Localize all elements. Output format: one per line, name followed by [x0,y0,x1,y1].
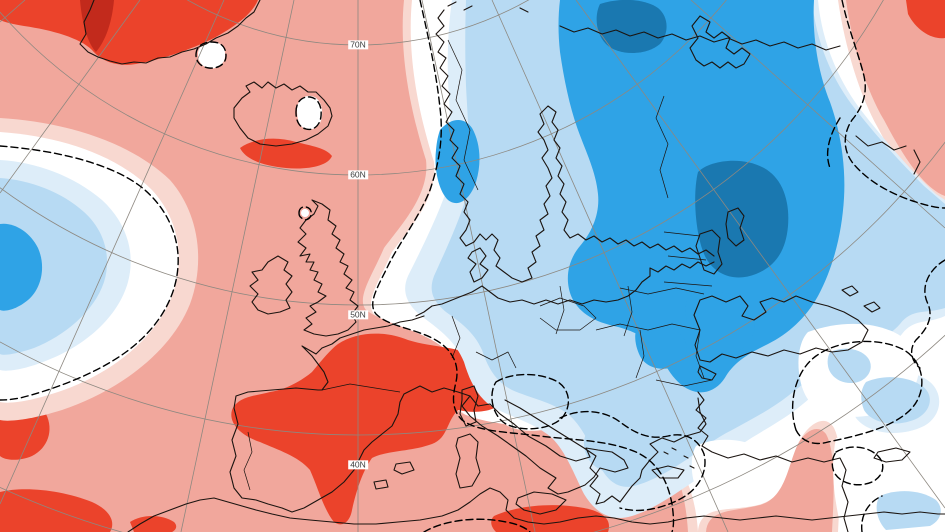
coast-crete [651,465,685,479]
red-top-right-corner [906,0,945,39]
border-norway-sweden [447,39,479,191]
meridian-e4 [690,0,945,229]
red-spain-france-alps [231,333,508,525]
border-germany-poland [555,285,565,335]
zero-balkans-loop [491,373,569,430]
zero-turkey-loop [791,340,923,445]
coast-corsica [459,385,479,427]
cool-dark-north [596,0,667,53]
border-rhine [451,315,461,359]
zero-ireland-speck [298,206,312,221]
coast-denmark [467,247,489,283]
coast-sardinia [455,433,481,489]
lat-label-40n: 40N [348,459,368,470]
meridian-e3 [575,0,945,509]
white-speck-ireland [301,209,309,217]
border-alps [475,351,517,369]
zero-main-west [372,0,675,532]
zero-right-edge [910,259,945,369]
white-oval-e-iceland [297,95,323,130]
lat-label-70n: 70N [348,39,368,50]
cool-accent-central-turkey [827,348,871,384]
coast-cyprus [873,447,911,463]
white-greece-south [691,439,777,508]
zero-northeast-inner [826,117,841,169]
white-oval-nw-iceland [198,41,226,69]
border-poland-east [623,285,633,337]
zero-aegean [559,410,706,512]
red-bottom-strip [491,505,609,532]
border-portugal [243,431,253,491]
zero-cyprus [831,446,884,486]
cool-light-accents [583,348,941,530]
meridian-w4 [0,0,26,23]
coastlines [79,0,945,532]
cool-medium-romania [635,325,687,369]
lakes-russia [841,285,881,313]
cool-medium-atlantic-core [0,223,43,311]
cool-medium-bothnia [435,119,480,204]
islands-aegean [663,447,695,469]
lat-label-50n: 50N [348,309,368,320]
border-czech [539,297,597,331]
zero-oval-e-iceland [295,96,322,131]
border-belarus-ukraine [619,287,705,295]
coast-adriatic-greece [504,397,707,505]
cool-accent-se-corner [876,491,941,530]
coast-north-africa [127,487,945,532]
warm-salmon-northeast [838,0,945,196]
cool-medium-blacksea [685,291,755,355]
coast-black-sea [693,295,869,363]
coast-white-sea [689,15,751,69]
islands-arctic [447,1,529,13]
coast-sicily [515,491,567,515]
border-bulgaria [655,379,713,387]
zero-northeast [841,0,945,209]
cool-dark-central-russia [695,160,789,278]
coast-ireland [249,255,293,315]
border-pyrenees [321,383,401,393]
cool-accent-aegean [583,423,648,474]
border-baltics [663,231,713,287]
coast-italy [461,395,629,495]
zero-bottom-arc [423,518,531,532]
cool-accent-ne-turkey [861,377,930,424]
warm-salmon-east-med [706,429,834,532]
coast-scandinavia [435,9,715,283]
warm-salmon-west [0,0,688,532]
zero-atlantic-loop [0,145,179,401]
coast-kola-barents [559,25,841,51]
lat-label-60n: 60N [348,169,368,180]
coast-greenland [79,0,261,65]
coast-baltic-south [415,261,715,317]
coast-france-iberia [229,315,471,513]
meridian-w2 [0,0,225,505]
red-greenland [0,0,258,65]
coast-mallorca [393,461,415,475]
zero-oval-nw-iceland [195,41,227,69]
meridian-w3 [0,0,141,194]
meridian-e2 [491,0,729,532]
cool-light-atlantic-pocket [0,178,108,355]
zero-se-corner [861,495,883,532]
coast-great-britain [297,199,359,337]
border-hungary-romania [595,323,705,379]
country-borders [243,39,713,491]
rivers-russia [855,135,921,175]
border-finland-russia [655,95,669,199]
lake-ladoga [695,229,723,275]
meridian-w1 [180,0,295,532]
red-bottom-left-small [130,516,177,532]
coast-turkey-west-south [695,391,849,532]
meridian-e1 [421,0,536,532]
coast-ibiza [373,479,389,490]
lake-onega [725,207,745,247]
coast-iceland [233,81,333,147]
